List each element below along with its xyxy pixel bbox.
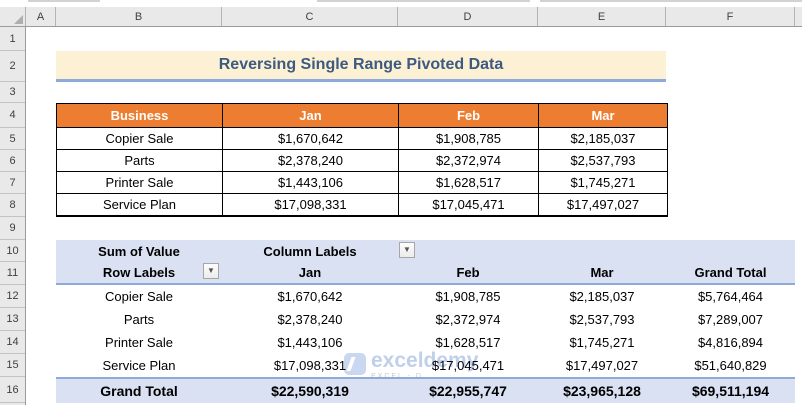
pivot-column-header-grand-total[interactable]: Grand Total: [694, 265, 767, 280]
column-header-E[interactable]: E: [538, 7, 666, 26]
source-row-label[interactable]: Copier Sale: [57, 128, 223, 150]
source-value-jan[interactable]: $1,670,642: [223, 128, 399, 150]
row-labels-filter-dropdown-icon[interactable]: ▼: [203, 263, 219, 279]
ribbon-edge-decoration: [540, 0, 802, 2]
pivot-value-total[interactable]: $4,816,894: [697, 335, 764, 350]
source-value-jan[interactable]: $17,098,331: [223, 194, 399, 216]
pivot-value-jan[interactable]: $1,670,642: [277, 289, 343, 304]
source-value-mar[interactable]: $2,537,793: [539, 150, 667, 172]
ribbon-edge-decoration: [317, 0, 530, 2]
grand-total-feb[interactable]: $22,955,747: [429, 383, 507, 399]
pivot-column-labels-label: Column Labels: [263, 243, 357, 259]
row-header-2[interactable]: 2: [0, 51, 25, 82]
source-value-mar[interactable]: $1,745,271: [539, 172, 667, 194]
row-header-8[interactable]: 8: [0, 194, 25, 217]
title-banner[interactable]: Reversing Single Range Pivoted Data: [56, 51, 666, 82]
row-header-15[interactable]: 15: [0, 354, 25, 377]
source-header-mar[interactable]: Mar: [539, 104, 667, 128]
pivot-header-row-2: Row Labels ▼ Jan Feb Mar Grand Total: [56, 262, 795, 283]
source-value-feb[interactable]: $17,045,471: [399, 194, 539, 216]
source-value-mar[interactable]: $2,185,037: [539, 128, 667, 150]
row-header-10[interactable]: 10: [0, 240, 25, 262]
pivot-value-total[interactable]: $5,764,464: [697, 289, 764, 304]
source-value-feb[interactable]: $1,908,785: [399, 128, 539, 150]
source-value-jan[interactable]: $2,378,240: [223, 150, 399, 172]
column-labels-filter-dropdown-icon[interactable]: ▼: [399, 242, 415, 258]
source-value-mar[interactable]: $17,497,027: [539, 194, 667, 216]
column-header-D[interactable]: D: [398, 7, 538, 26]
source-header-feb[interactable]: Feb: [399, 104, 539, 128]
source-row-label[interactable]: Printer Sale: [57, 172, 223, 194]
pivot-value-jan[interactable]: $2,378,240: [277, 312, 343, 327]
pivot-column-labels-cell[interactable]: Column Labels ▼: [222, 240, 415, 262]
source-row-label[interactable]: Parts: [57, 150, 223, 172]
pivot-table-body: Copier Sale $1,670,642 $1,908,785 $2,185…: [56, 285, 795, 377]
row-header-5[interactable]: 5: [0, 128, 25, 150]
pivot-value-jan[interactable]: $17,098,331: [273, 358, 347, 373]
row-header-6[interactable]: 6: [0, 150, 25, 172]
pivot-column-header-jan[interactable]: Jan: [298, 265, 322, 280]
pivot-empty-cell[interactable]: [538, 240, 666, 262]
source-value-jan[interactable]: $1,443,106: [223, 172, 399, 194]
pivot-row-labels-label: Row Labels: [102, 265, 176, 280]
select-all-corner[interactable]: [0, 7, 26, 26]
pivot-empty-cell[interactable]: [398, 240, 538, 262]
column-header-B[interactable]: B: [56, 7, 222, 26]
pivot-row-label[interactable]: Copier Sale: [105, 289, 173, 304]
source-value-feb[interactable]: $2,372,974: [399, 150, 539, 172]
pivot-value-feb[interactable]: $1,628,517: [435, 335, 501, 350]
pivot-grand-total-row: Grand Total $22,590,319 $22,955,747 $23,…: [56, 377, 795, 403]
pivot-header-row-1: Sum of Value Column Labels ▼: [56, 240, 795, 262]
row-header-11[interactable]: 11: [0, 262, 25, 285]
row-header-1[interactable]: 1: [0, 27, 25, 51]
pivot-value-feb[interactable]: $17,045,471: [431, 358, 505, 373]
grand-total-total[interactable]: $69,511,194: [691, 383, 770, 399]
pivot-column-header-feb[interactable]: Feb: [456, 265, 480, 280]
pivot-value-feb[interactable]: $1,908,785: [435, 289, 501, 304]
row-header-band: 1 2 3 4 5 6 7 8 9 10 11 12 13 14 15 16: [0, 27, 26, 405]
pivot-value-mar[interactable]: $2,185,037: [569, 289, 635, 304]
page-title: Reversing Single Range Pivoted Data: [218, 56, 504, 73]
pivot-value-total[interactable]: $7,289,007: [697, 312, 764, 327]
column-header-F[interactable]: F: [666, 7, 795, 26]
source-header-business[interactable]: Business: [57, 104, 223, 128]
row-header-13[interactable]: 13: [0, 308, 25, 331]
row-header-3[interactable]: 3: [0, 82, 25, 103]
column-header-band: A B C D E F: [0, 7, 802, 27]
pivot-value-mar[interactable]: $1,745,271: [569, 335, 635, 350]
pivot-row-label[interactable]: Parts: [123, 312, 155, 327]
ribbon-edge-decoration: [28, 0, 100, 2]
pivot-empty-cell[interactable]: [666, 240, 795, 262]
row-header-14[interactable]: 14: [0, 331, 25, 354]
row-header-16[interactable]: 16: [0, 377, 25, 403]
source-value-feb[interactable]: $1,628,517: [399, 172, 539, 194]
pivot-value-feb[interactable]: $2,372,974: [435, 312, 501, 327]
pivot-column-header-mar[interactable]: Mar: [590, 265, 614, 280]
pivot-row-label[interactable]: Service Plan: [102, 358, 176, 373]
pivot-value-mar[interactable]: $2,537,793: [569, 312, 635, 327]
pivot-value-field-label: Sum of Value: [98, 243, 180, 259]
grand-total-mar[interactable]: $23,965,128: [563, 383, 641, 399]
source-row-label[interactable]: Service Plan: [57, 194, 223, 216]
pivot-row-label[interactable]: Printer Sale: [105, 335, 173, 350]
row-header-4[interactable]: 4: [0, 103, 25, 128]
pivot-value-total[interactable]: $51,640,829: [694, 358, 767, 373]
row-header-12[interactable]: 12: [0, 285, 25, 308]
pivot-table-header: Sum of Value Column Labels ▼ Row Labels …: [56, 240, 795, 285]
grand-total-label[interactable]: Grand Total: [100, 383, 178, 399]
select-all-triangle-icon: [14, 15, 23, 24]
pivot-value-mar[interactable]: $17,497,027: [565, 358, 639, 373]
pivot-value-field-cell[interactable]: Sum of Value: [56, 240, 222, 262]
source-data-table: Business Jan Feb Mar Copier Sale $1,670,…: [56, 103, 668, 217]
column-header-C[interactable]: C: [222, 7, 398, 26]
column-header-partial-G: [795, 7, 802, 26]
pivot-row-labels-cell[interactable]: Row Labels ▼: [56, 262, 222, 283]
column-header-A[interactable]: A: [26, 7, 56, 26]
source-header-jan[interactable]: Jan: [223, 104, 399, 128]
grand-total-jan[interactable]: $22,590,319: [271, 383, 349, 399]
row-header-9[interactable]: 9: [0, 217, 25, 240]
pivot-value-jan[interactable]: $1,443,106: [277, 335, 343, 350]
row-header-7[interactable]: 7: [0, 172, 25, 194]
